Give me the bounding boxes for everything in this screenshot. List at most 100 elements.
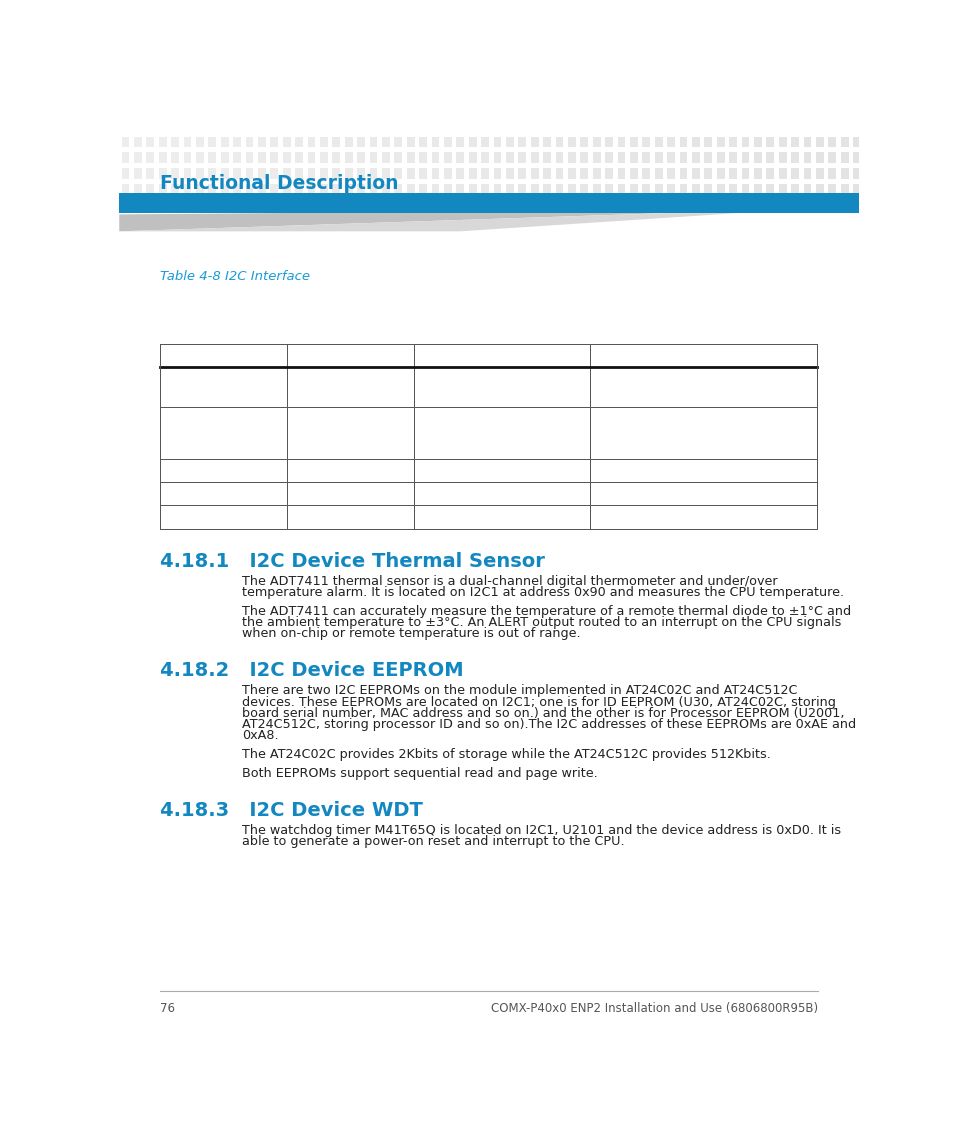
Bar: [579, 168, 587, 179]
Bar: [480, 184, 488, 195]
Bar: [753, 184, 760, 195]
Text: Component: Component: [419, 349, 494, 362]
Bar: [332, 184, 340, 195]
Text: I2C1: I2C1: [292, 465, 321, 477]
Bar: [480, 152, 488, 163]
Bar: [691, 152, 699, 163]
Bar: [344, 184, 353, 195]
Bar: [790, 184, 798, 195]
Text: Sense: Sense: [595, 382, 634, 396]
Bar: [294, 136, 303, 147]
Bar: [287, 344, 414, 366]
Bar: [294, 152, 303, 163]
Text: Both EEPROMs support sequential read and page write.: Both EEPROMs support sequential read and…: [241, 767, 597, 780]
Bar: [456, 136, 464, 147]
Text: 0xDC: 0xDC: [165, 511, 199, 524]
Bar: [765, 200, 773, 212]
Bar: [159, 366, 287, 406]
Bar: [369, 168, 377, 179]
Text: I2C1: I2C1: [292, 412, 321, 425]
Bar: [629, 136, 637, 147]
Bar: [208, 136, 216, 147]
Bar: [233, 168, 241, 179]
Bar: [505, 152, 513, 163]
Bar: [579, 184, 587, 195]
Bar: [356, 184, 365, 195]
Text: RTC: RTC: [595, 488, 618, 500]
Bar: [852, 152, 860, 163]
Bar: [802, 168, 810, 179]
Bar: [542, 136, 550, 147]
Bar: [753, 168, 760, 179]
Bar: [233, 200, 241, 212]
Bar: [666, 184, 674, 195]
Text: 76: 76: [159, 1002, 174, 1016]
Bar: [183, 200, 192, 212]
Bar: [282, 200, 291, 212]
Text: 0x90: 0x90: [165, 372, 196, 385]
Bar: [679, 200, 686, 212]
Bar: [443, 152, 452, 163]
Bar: [815, 184, 822, 195]
Bar: [592, 136, 599, 147]
Text: 4.18.2   I2C Device EEPROM: 4.18.2 I2C Device EEPROM: [159, 662, 463, 680]
Bar: [753, 152, 760, 163]
Bar: [282, 152, 291, 163]
Bar: [159, 505, 287, 529]
Bar: [270, 168, 278, 179]
Bar: [790, 168, 798, 179]
Text: devices. These EEPROMs are located on I2C1; one is for ID EEPROM (U30, AT24C02C,: devices. These EEPROMs are located on I2…: [241, 696, 835, 709]
Polygon shape: [119, 207, 858, 231]
Bar: [765, 168, 773, 179]
Bar: [604, 200, 612, 212]
Bar: [394, 184, 402, 195]
Bar: [121, 184, 130, 195]
Bar: [245, 152, 253, 163]
Bar: [589, 366, 816, 406]
Bar: [270, 200, 278, 212]
Bar: [406, 168, 415, 179]
Bar: [158, 200, 167, 212]
Bar: [617, 200, 624, 212]
Bar: [220, 168, 229, 179]
Text: able to generate a power-on reset and interrupt to the CPU.: able to generate a power-on reset and in…: [241, 836, 623, 848]
Bar: [493, 152, 500, 163]
Bar: [617, 168, 624, 179]
Bar: [740, 184, 748, 195]
Bar: [740, 200, 748, 212]
Bar: [592, 168, 599, 179]
Bar: [195, 152, 204, 163]
Bar: [356, 152, 365, 163]
Bar: [121, 200, 130, 212]
Bar: [753, 200, 760, 212]
Bar: [629, 200, 637, 212]
Bar: [589, 459, 816, 482]
Bar: [270, 136, 278, 147]
Text: I2C1: I2C1: [292, 372, 321, 385]
Bar: [629, 152, 637, 163]
Bar: [530, 152, 537, 163]
Bar: [716, 184, 723, 195]
Bar: [418, 152, 427, 163]
Bar: [369, 152, 377, 163]
Bar: [443, 200, 452, 212]
Bar: [666, 152, 674, 163]
Bar: [716, 200, 723, 212]
Bar: [530, 136, 537, 147]
Bar: [294, 200, 303, 212]
Bar: [270, 184, 278, 195]
Text: Voltage Monitor/ Temp: Voltage Monitor/ Temp: [595, 372, 738, 385]
Text: Clock Generator: Clock Generator: [595, 511, 699, 524]
Text: temperature alarm. It is located on I2C1 at address 0x90 and measures the CPU te: temperature alarm. It is located on I2C1…: [241, 586, 843, 599]
Bar: [740, 168, 748, 179]
Bar: [356, 136, 365, 147]
Bar: [208, 152, 216, 163]
Text: Bus: Bus: [292, 349, 315, 362]
Bar: [703, 184, 711, 195]
Bar: [827, 200, 835, 212]
Bar: [133, 184, 142, 195]
Bar: [158, 152, 167, 163]
Bar: [778, 168, 785, 179]
Bar: [728, 200, 736, 212]
Text: EEPROM: EEPROM: [595, 433, 648, 447]
